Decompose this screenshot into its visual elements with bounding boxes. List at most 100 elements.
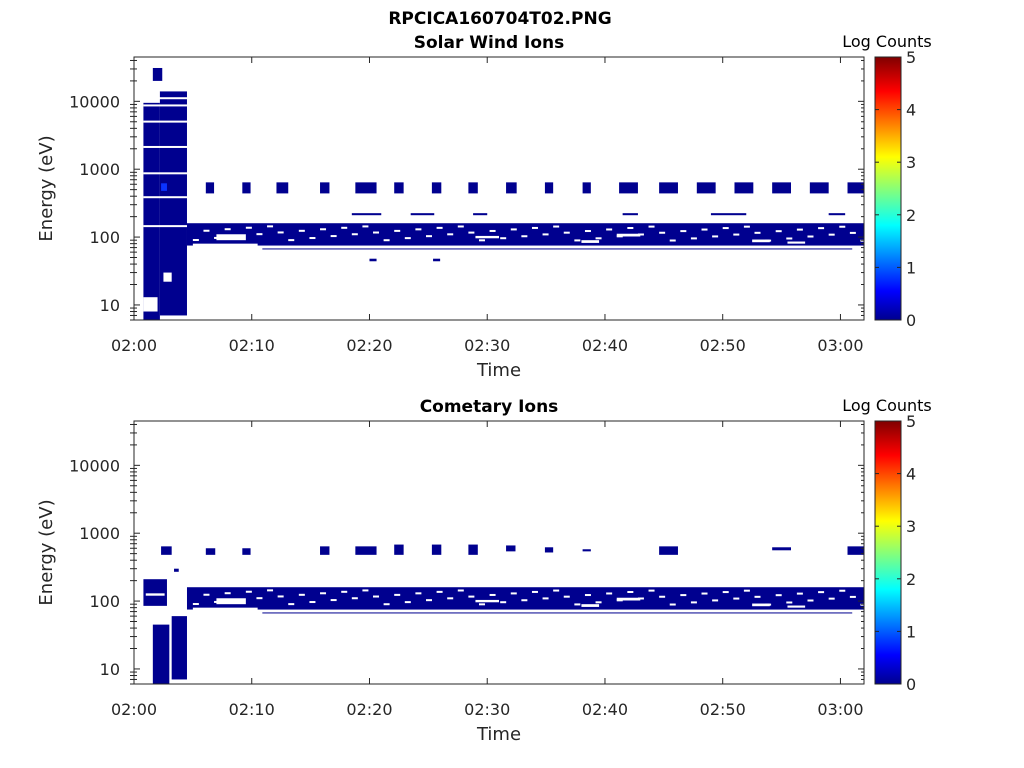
plot-frame <box>133 56 865 321</box>
heatmap-gap <box>606 592 613 595</box>
heatmap-cell <box>159 91 187 316</box>
heatmap-gap <box>143 97 187 100</box>
heatmap-gap <box>743 225 750 228</box>
y-axis: 10 100 1000 10000 <box>69 423 864 685</box>
heatmap-cell <box>186 587 864 610</box>
heatmap-gap <box>839 225 846 228</box>
heatmap-gap <box>309 601 316 604</box>
heatmap-gap <box>581 604 600 607</box>
colorbar: Log Counts 0 1 2 3 4 5 <box>842 32 932 330</box>
heatmap-gap <box>627 591 634 594</box>
heatmap-gap <box>383 239 390 242</box>
heatmap-gap <box>807 235 814 238</box>
y-tick-label: 10 <box>100 660 120 679</box>
heatmap-gap <box>542 597 549 600</box>
heatmap-gap <box>224 228 231 231</box>
heatmap-gap <box>192 239 199 242</box>
heatmap-cell <box>186 223 864 246</box>
heatmap-cell <box>171 616 187 680</box>
heatmap-gap <box>447 597 454 600</box>
heatmap-cell <box>262 612 853 614</box>
heatmap-gap <box>796 592 803 595</box>
heatmap-gap <box>701 592 708 595</box>
heatmap-gap <box>143 196 187 199</box>
heatmap-cell <box>619 182 638 194</box>
heatmap-gap <box>277 231 284 234</box>
heatmap-gap <box>722 591 729 594</box>
heatmap-gap <box>752 603 770 607</box>
heatmap-gap <box>839 589 846 592</box>
heatmap-cell <box>772 182 791 194</box>
heatmap-gap <box>404 601 411 604</box>
heatmap-gap <box>457 225 464 228</box>
heatmap-gap <box>733 233 740 236</box>
y-tick-label: 1000 <box>79 524 120 543</box>
heatmap-gap <box>478 239 485 242</box>
colorbar-tick-label: 2 <box>906 206 916 225</box>
heatmap-gap <box>584 594 591 597</box>
heatmap-gap <box>373 595 380 598</box>
heatmap-gap <box>288 239 295 242</box>
colorbar-gradient <box>874 420 902 685</box>
heatmap-cell <box>320 182 330 194</box>
heatmap-cell <box>355 546 377 555</box>
heatmap-gap <box>362 589 369 592</box>
heatmap-cell <box>143 102 160 320</box>
heatmap-gap <box>584 230 591 233</box>
heatmap-gap <box>754 595 761 598</box>
colorbar: Log Counts 0 1 2 3 4 5 <box>842 396 932 694</box>
heatmap-cell <box>143 579 167 606</box>
heatmap-cell <box>369 258 377 262</box>
heatmap-gap <box>341 226 348 229</box>
heatmap-gap <box>256 233 263 236</box>
x-tick-label: 02:30 <box>464 700 510 719</box>
heatmap-gap <box>298 229 305 232</box>
heatmap-gap <box>267 589 274 592</box>
heatmap-gap <box>807 599 814 602</box>
heatmap-gap <box>563 231 570 234</box>
heatmap-gap <box>341 590 348 593</box>
heatmap-gap <box>786 237 793 240</box>
heatmap-gap <box>500 601 507 604</box>
colorbar-tick-label: 5 <box>906 412 916 431</box>
heatmap-gap <box>648 589 655 592</box>
colorbar-title: Log Counts <box>842 32 932 51</box>
heatmap-cells <box>143 544 867 684</box>
heatmap-cell <box>544 547 554 553</box>
heatmap-cell <box>468 544 478 555</box>
heatmap-gap <box>426 235 432 238</box>
x-tick-label: 02:40 <box>582 336 628 355</box>
heatmap-gap <box>475 599 499 603</box>
x-tick-label: 03:00 <box>817 336 863 355</box>
heatmap-cell <box>394 544 404 555</box>
heatmap-gap <box>394 593 401 596</box>
heatmap-gap <box>787 605 806 608</box>
heatmap-gap <box>796 228 803 231</box>
heatmap-gap <box>637 233 644 236</box>
heatmap-cell <box>710 213 747 216</box>
heatmap-gap <box>828 597 835 600</box>
panel-title: Solar Wind Ions <box>414 33 565 53</box>
heatmap-cell <box>544 182 554 194</box>
y-tick-label: 1000 <box>79 160 120 179</box>
heatmap-gap <box>775 594 782 597</box>
heatmap-gap <box>143 145 187 148</box>
y-tick-label: 10000 <box>69 92 120 111</box>
heatmap-gap <box>383 603 390 606</box>
heatmap-gap <box>690 237 697 240</box>
heatmap-gap <box>143 225 187 228</box>
colorbar-tick-label: 0 <box>906 675 916 694</box>
heatmap-gap <box>216 598 246 605</box>
x-tick-label: 02:10 <box>229 336 275 355</box>
heatmap-gap <box>521 235 528 238</box>
heatmap-gap <box>606 228 613 231</box>
heatmap-cell <box>152 624 170 684</box>
heatmap-gap <box>192 603 199 606</box>
x-tick-label: 02:10 <box>229 700 275 719</box>
colorbar-tick-label: 0 <box>906 311 916 330</box>
heatmap-gap <box>404 237 411 240</box>
heatmap-gap <box>457 589 464 592</box>
heatmap-gap <box>143 120 187 123</box>
heatmap-gap <box>860 603 867 606</box>
heatmap-gap <box>245 590 252 593</box>
